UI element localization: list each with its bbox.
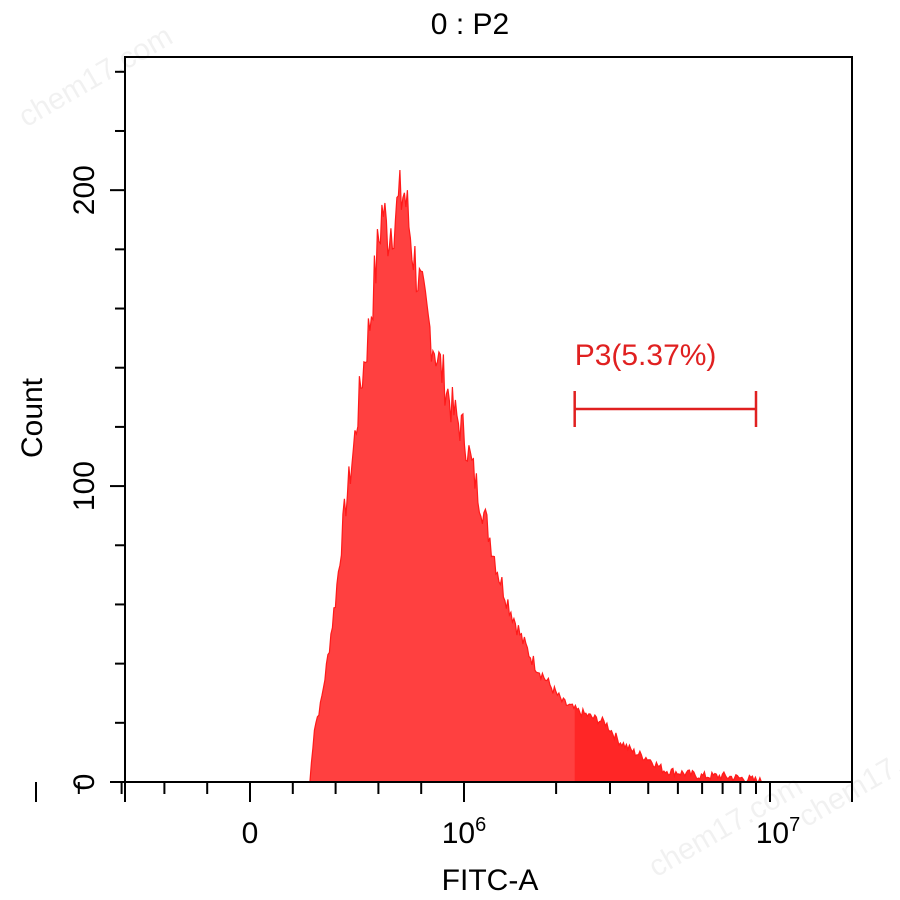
gate-p3[interactable]: P3(5.37%) xyxy=(575,339,756,427)
y-axis-label: Count xyxy=(16,377,49,458)
x-tick-label: 0 xyxy=(242,817,259,850)
y-axis: 0 100 200 xyxy=(68,72,125,791)
histogram-fill xyxy=(310,170,763,782)
y-tick-label: 0 xyxy=(68,774,101,791)
gate-label: P3(5.37%) xyxy=(575,339,717,372)
x-axis-label: FITC-A xyxy=(442,864,539,897)
x-tick-label: 106 xyxy=(442,814,487,850)
histogram-chart: 0 : P2 Count FITC-A 0100200 0 106 107 P3(5… xyxy=(0,0,900,900)
chart-title: 0 : P2 xyxy=(431,8,509,41)
y-tick-label: 200 xyxy=(68,165,101,215)
plot-area xyxy=(310,170,763,782)
y-tick-label: 100 xyxy=(68,461,101,511)
